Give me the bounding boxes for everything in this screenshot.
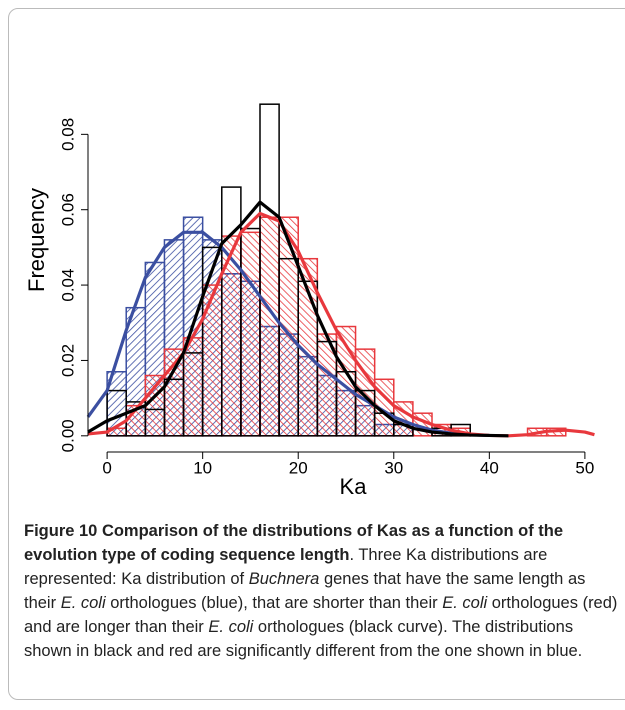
caption-text: E. coli <box>208 618 254 636</box>
x-tick-label: 40 <box>480 458 499 477</box>
frame <box>8 8 625 700</box>
caption-text: Buchnera <box>248 570 320 588</box>
chart: Ka Frequency 0 10 20 30 40 50 0.00 0.02 0.04 0.06… <box>24 103 595 499</box>
caption-text: E. coli <box>442 594 488 612</box>
density-curve <box>86 230 490 438</box>
caption-text: genes that have the same length as their <box>24 570 586 612</box>
y-tick-label: 0.02 <box>58 344 77 377</box>
histogram-bar <box>240 231 261 437</box>
y-tick-label: 0.06 <box>58 193 77 226</box>
y-tick-label: 0.04 <box>58 269 77 302</box>
y-tick-label: 0.08 <box>58 118 77 151</box>
x-tick-label: 0 <box>102 458 111 477</box>
caption-text: orthologues (red) and are longer than th… <box>24 594 618 636</box>
density-curve <box>87 211 595 438</box>
histogram-bar <box>259 216 280 437</box>
x-tick-label: 10 <box>193 458 212 477</box>
x-tick-label: 30 <box>384 458 403 477</box>
caption-text: . Three Ka distributions are represented… <box>24 546 548 588</box>
histogram-bar <box>201 284 223 437</box>
x-tick-label: 20 <box>289 458 308 477</box>
x-tick-label: 50 <box>575 458 594 477</box>
density-curve <box>87 200 509 438</box>
y-axis-title: Frequency <box>24 188 49 292</box>
caption-text: E. coli <box>60 594 106 612</box>
caption-title: Figure 10 Comparison of the distribution… <box>24 522 564 564</box>
y-tick-label: 0.00 <box>58 419 77 452</box>
caption-text: orthologues (blue), that are shorter tha… <box>105 594 443 612</box>
caption-text: orthologues (black curve). The distribut… <box>24 618 583 660</box>
caption: Figure 10 Comparison of the distribution… <box>24 519 619 663</box>
x-axis-title: Ka <box>340 474 368 499</box>
